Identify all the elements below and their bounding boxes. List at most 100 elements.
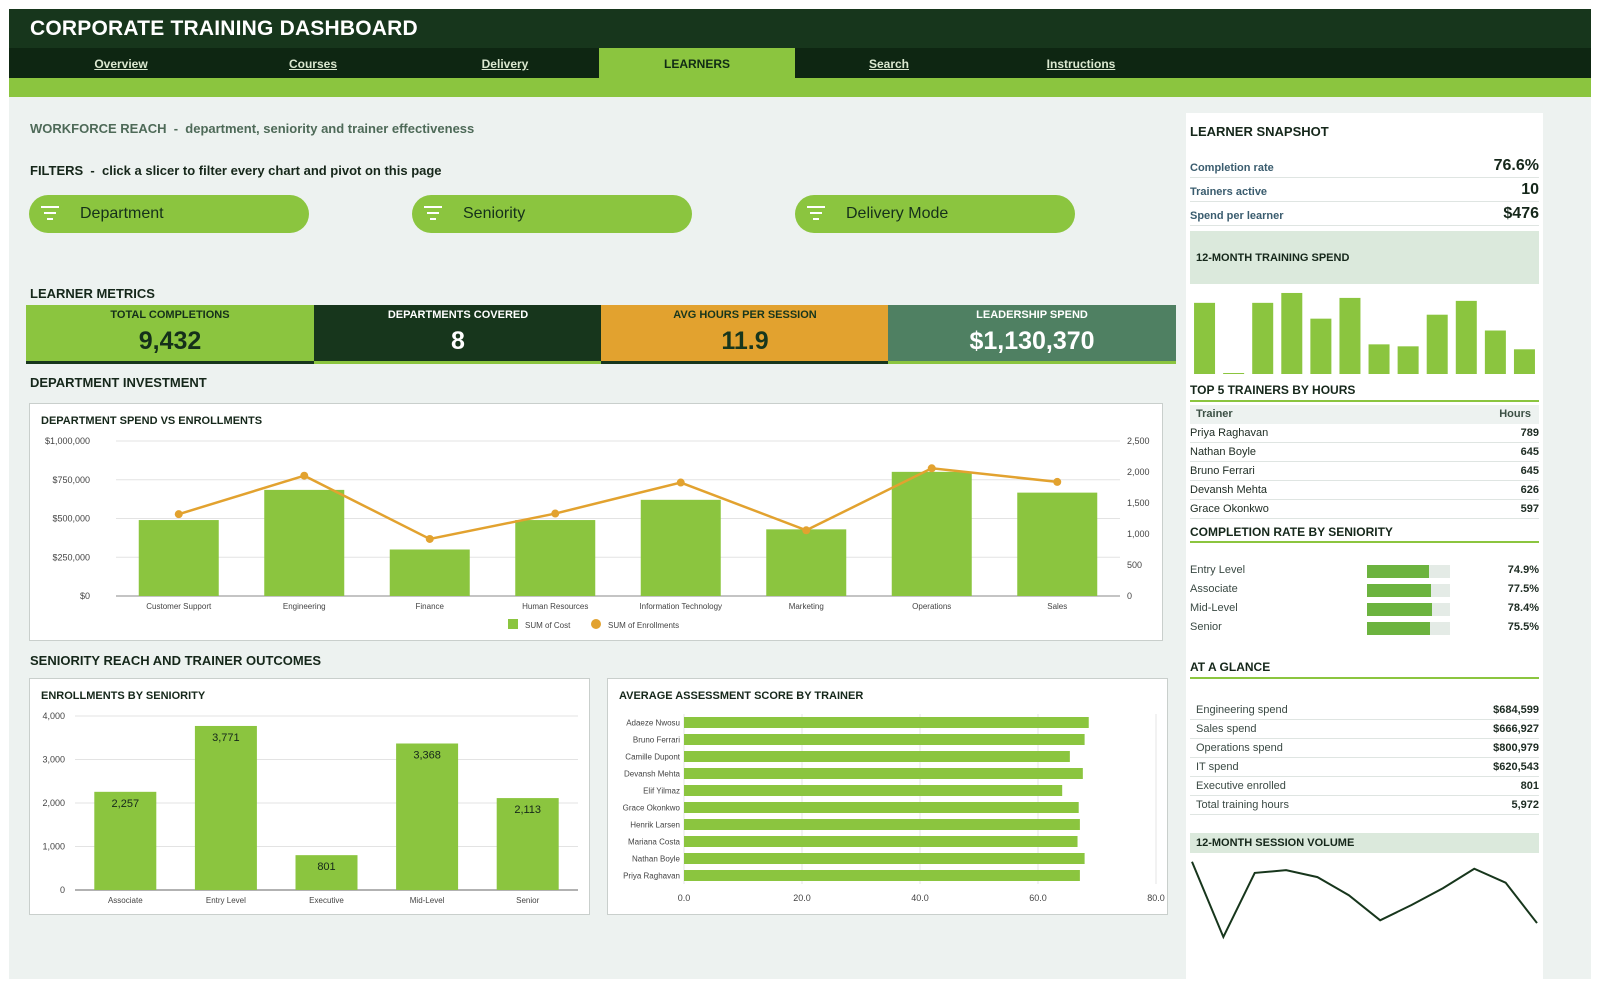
slicer-department[interactable]: Department [29,195,309,233]
filter-icon [424,206,442,222]
slicer-label: Delivery Mode [846,205,949,222]
bar [389,549,470,596]
completion-row: Mid-Level 78.4% [1190,600,1539,619]
completion-value: 75.5% [1507,621,1539,633]
bar [684,802,1079,813]
x-tick-label: Mid-Level [410,896,445,905]
kpi-label: LEADERSHIP SPEND [976,309,1088,321]
y-tick-label: Bruno Ferrari [633,736,680,745]
glance-value: 5,972 [1511,799,1539,811]
y-tick-label: $250,000 [52,552,90,562]
completion-label: Associate [1190,583,1238,595]
y-tick-label: 1,000 [42,842,65,852]
bar [194,725,257,890]
filters-label: FILTERS - click a slicer to filter every… [30,163,442,178]
trainers-table-header: Trainer Hours [1190,405,1539,424]
completion-value: 77.5% [1507,583,1539,595]
chart-title: ENROLLMENTS BY SENIORITY [41,690,206,702]
x-tick-label: 60.0 [1029,893,1047,903]
completion-value: 74.9% [1507,564,1539,576]
y-tick-label: Adaeze Nwosu [626,719,680,728]
glance-label: Total training hours [1196,799,1289,811]
y-tick-label: $500,000 [52,514,90,524]
spark-bar [1368,344,1390,374]
glance-row: Total training hours 5,972 [1190,796,1539,815]
completion-row: Entry Level 74.9% [1190,562,1539,581]
completion-track [1367,584,1450,597]
completion-track [1367,622,1450,635]
kpi-departments-covered: DEPARTMENTS COVERED 8 [314,305,602,364]
tab-learners[interactable]: LEARNERS [599,48,795,78]
spark-bar [1252,302,1274,374]
bar [515,520,596,596]
completion-bar [1367,565,1430,578]
spark-bar [1339,297,1361,374]
spark-bar [1455,300,1477,374]
tab-courses[interactable]: Courses [288,57,338,71]
snapshot-label: Completion rate [1190,162,1274,174]
session-volume-sparkline [1191,861,1538,940]
kpi-leadership-spend: LEADERSHIP SPEND $1,130,370 [888,305,1176,364]
tab-delivery[interactable]: Delivery [481,57,529,71]
spark-bar [1310,318,1332,374]
glance-row: Sales spend $666,927 [1190,720,1539,739]
y-tick-label: Grace Okonkwo [623,804,681,813]
legend-label: SUM of Cost [525,621,571,630]
filter-icon [807,206,825,222]
snapshot-value: $476 [1503,205,1539,222]
line-point [927,464,936,473]
chart-title: 12-MONTH TRAINING SPEND [1196,252,1350,264]
slicer-seniority[interactable]: Seniority [412,195,692,233]
dashboard-title: CORPORATE TRAINING DASHBOARD [30,17,418,40]
y-tick-label: 3,000 [42,755,65,765]
snapshot-label: Spend per learner [1190,210,1284,222]
table-row: Nathan Boyle 645 [1190,443,1539,462]
section-department-investment: DEPARTMENT INVESTMENT [30,375,207,390]
data-label: 2,257 [112,798,140,810]
snapshot-row: Trainers active 10 [1190,180,1539,202]
y-tick-label: $0 [80,591,90,601]
table-row: Devansh Mehta 626 [1190,481,1539,500]
bar [684,836,1078,847]
snapshot-value: 76.6% [1493,157,1539,174]
completion-bar [1367,622,1430,635]
y-tick-label: 4,000 [42,711,65,721]
x-tick-label: Senior [516,896,539,905]
tab-instructions[interactable]: Instructions [1046,57,1116,71]
col-hours: Hours [1499,408,1531,420]
kpi-avg-hours: AVG HOURS PER SESSION 11.9 [601,305,889,364]
x-tick-label: Customer Support [146,602,212,611]
slicer-delivery-mode[interactable]: Delivery Mode [795,195,1075,233]
tab-bar: Overview Courses Delivery LEARNERS Searc… [9,48,1591,78]
bar [766,529,847,596]
trainer-hours: 626 [1520,484,1539,496]
glance-row: Operations spend $800,979 [1190,739,1539,758]
glance-label: Executive enrolled [1196,780,1286,792]
learner-side-panel: LEARNER SNAPSHOT Completion rate 76.6% T… [1186,113,1543,979]
data-label: 3,368 [413,749,441,761]
tab-overview[interactable]: Overview [94,57,148,71]
line-point [1053,477,1062,486]
line-point [676,478,685,487]
session-volume-header: 12-MONTH SESSION VOLUME [1190,833,1539,853]
data-label: 801 [317,861,335,873]
snapshot-title: LEARNER SNAPSHOT [1190,124,1329,139]
dept-chart-card: DEPARTMENT SPEND VS ENROLLMENTS $0 $250,0… [29,403,1163,641]
x-tick-label: Sales [1047,602,1067,611]
kpi-value: 8 [451,327,465,355]
slicer-label: Seniority [463,205,526,222]
trainer-name: Priya Raghavan [1190,427,1269,439]
bar [684,717,1089,728]
x-tick-label: 80.0 [1147,893,1165,903]
kpi-value: 11.9 [721,327,769,355]
y-tick-label: Nathan Boyle [632,855,681,864]
section-underline [1190,677,1539,679]
y2-tick-label: 500 [1127,560,1142,570]
bar [640,499,721,596]
kpi-underline [601,361,889,364]
tab-search[interactable]: Search [868,57,910,71]
legend-label: SUM of Enrollments [608,621,679,630]
chart-title: 12-MONTH SESSION VOLUME [1196,837,1355,849]
bar [496,798,559,890]
snapshot-label: Trainers active [1190,186,1268,198]
